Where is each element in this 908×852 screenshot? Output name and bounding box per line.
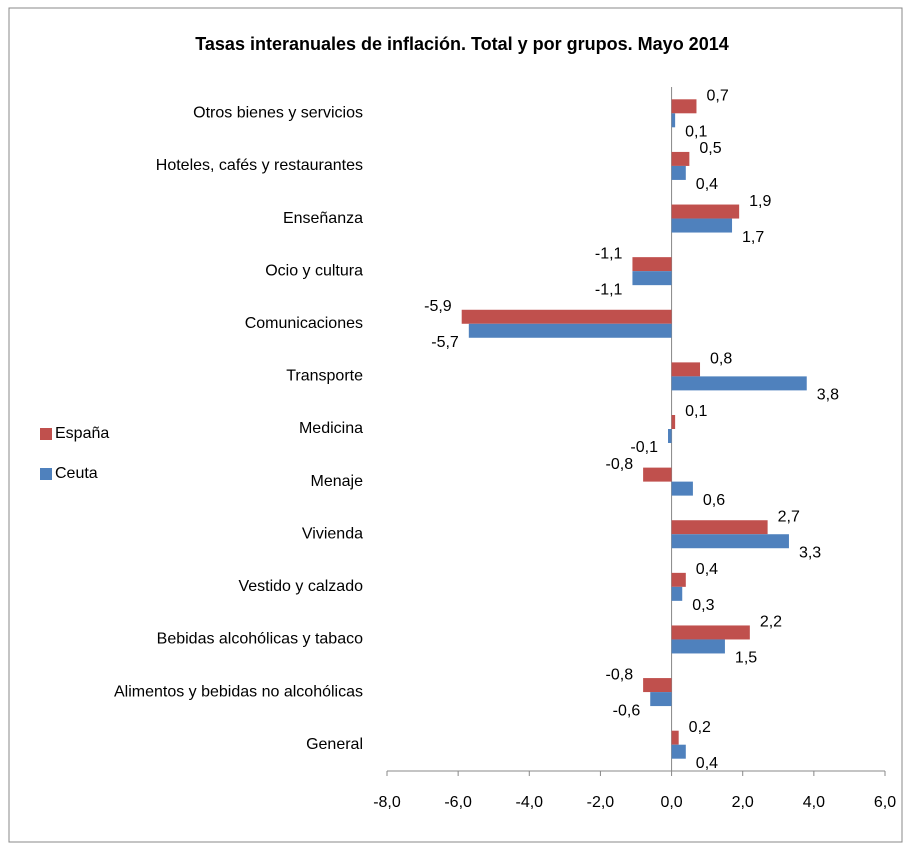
- value-label: 0,8: [710, 351, 732, 368]
- bar: [671, 113, 676, 128]
- value-label: 2,2: [760, 614, 782, 631]
- value-label: 0,4: [696, 755, 718, 772]
- value-label: -1,1: [595, 281, 623, 298]
- legend-swatch: [40, 468, 52, 480]
- bar: [671, 362, 701, 377]
- value-label: 1,9: [749, 193, 771, 210]
- value-label: 0,7: [706, 88, 728, 105]
- bar: [671, 744, 686, 759]
- value-label: 0,6: [703, 492, 725, 509]
- x-tick-label: 4,0: [803, 794, 825, 811]
- x-tick-label: 6,0: [874, 794, 896, 811]
- y-tick-label: Vivienda: [302, 525, 363, 542]
- value-label: -1,1: [595, 245, 623, 262]
- bar: [671, 376, 807, 391]
- x-tick-label: -2,0: [587, 794, 615, 811]
- x-tick-label: -6,0: [444, 794, 472, 811]
- bar: [671, 586, 683, 601]
- value-label: 1,7: [742, 229, 764, 246]
- y-tick-label: Transporte: [286, 368, 363, 385]
- bar: [671, 99, 697, 114]
- y-tick-label: Enseñanza: [283, 210, 363, 227]
- bar: [671, 218, 733, 233]
- bar: [461, 309, 672, 324]
- value-label: 0,3: [692, 597, 714, 614]
- x-tick-label: -4,0: [515, 794, 543, 811]
- legend-swatch: [40, 428, 52, 440]
- y-tick-label: Comunicaciones: [245, 315, 363, 332]
- value-label: -5,7: [431, 334, 459, 351]
- x-tick-label: -8,0: [373, 794, 401, 811]
- value-label: 0,5: [699, 140, 721, 157]
- bar: [671, 415, 676, 429]
- y-tick-label: Alimentos y bebidas no alcohólicas: [114, 683, 363, 700]
- bar: [650, 692, 672, 707]
- value-label: 3,8: [817, 387, 839, 404]
- y-tick-label: Vestido y calzado: [238, 578, 363, 595]
- bar: [468, 323, 672, 338]
- value-label: -0,8: [606, 666, 634, 683]
- y-tick-label: Bebidas alcohólicas y tabaco: [157, 631, 363, 648]
- bar: [671, 639, 725, 654]
- bar: [668, 429, 672, 443]
- y-tick-label: General: [306, 736, 363, 753]
- bar: [671, 481, 693, 496]
- value-label: 3,3: [799, 544, 821, 561]
- value-label: 0,4: [696, 561, 718, 578]
- value-label: -0,1: [630, 439, 658, 456]
- bar: [671, 730, 679, 745]
- bar: [671, 204, 740, 219]
- legend-label: Ceuta: [55, 465, 98, 482]
- chart-frame: [8, 7, 903, 843]
- bar: [643, 467, 672, 482]
- bar: [632, 257, 672, 272]
- bar: [671, 151, 690, 166]
- value-label: 0,1: [685, 124, 707, 141]
- legend-label: España: [55, 425, 109, 442]
- bar: [643, 678, 672, 693]
- value-label: -5,9: [424, 298, 452, 315]
- value-label: 1,5: [735, 650, 757, 667]
- value-label: -0,8: [606, 456, 634, 473]
- y-tick-label: Medicina: [299, 420, 363, 437]
- y-tick-label: Hoteles, cafés y restaurantes: [156, 157, 363, 174]
- bar: [671, 534, 789, 549]
- value-label: -0,6: [613, 702, 641, 719]
- bar: [632, 271, 672, 286]
- x-tick-label: 2,0: [732, 794, 754, 811]
- bar: [671, 625, 750, 640]
- bar: [671, 165, 686, 180]
- y-tick-label: Otros bienes y servicios: [193, 105, 363, 122]
- chart-title: Tasas interanuales de inflación. Total y…: [195, 34, 728, 54]
- y-tick-label: Menaje: [311, 473, 364, 490]
- bar: [671, 572, 686, 587]
- value-label: 0,2: [689, 719, 711, 736]
- value-label: 0,4: [696, 176, 718, 193]
- value-label: 0,1: [685, 403, 707, 420]
- value-label: 2,7: [778, 508, 800, 525]
- y-tick-label: Ocio y cultura: [265, 262, 363, 279]
- x-tick-label: 0,0: [660, 794, 682, 811]
- bar: [671, 520, 768, 535]
